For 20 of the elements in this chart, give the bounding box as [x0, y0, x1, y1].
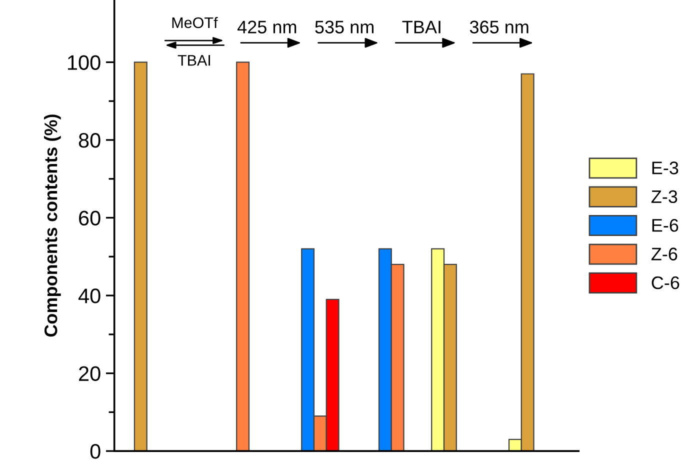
annotation: 535 nm [315, 20, 374, 34]
y-tick-label: 80 [78, 132, 100, 148]
y-tick-label: 0 [90, 444, 100, 459]
annotation: TBAI [402, 20, 440, 34]
bar [236, 62, 250, 452]
bar [134, 62, 148, 452]
y-tick-label: 60 [79, 210, 100, 226]
legend-label: Z-6 [651, 248, 678, 260]
legend-label: E-3 [652, 162, 678, 174]
legend-label: Z-3 [651, 190, 678, 204]
annotation: MeOTf [172, 16, 218, 28]
y-tick-label: 20 [79, 366, 100, 382]
annotation: 365 nm [470, 20, 528, 34]
y-tick-label: 100 [68, 55, 100, 70]
legend-label: C-6 [652, 276, 680, 290]
y-axis-title: Components contents (%) [44, 114, 61, 337]
annotation: TBAI [178, 55, 210, 66]
annotation: 425 nm [237, 20, 296, 34]
y-tick-label: 40 [78, 288, 100, 304]
legend-label: E-6 [652, 218, 678, 232]
